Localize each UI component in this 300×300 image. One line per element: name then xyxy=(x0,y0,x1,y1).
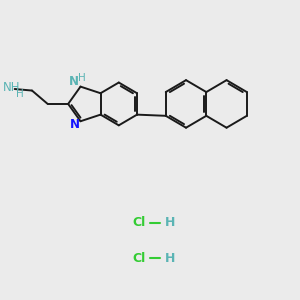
Text: H: H xyxy=(165,252,175,265)
Text: N: N xyxy=(69,75,79,88)
Text: NH: NH xyxy=(2,81,20,94)
Text: N: N xyxy=(70,118,80,131)
Text: H: H xyxy=(77,73,85,83)
Text: H: H xyxy=(16,89,24,99)
Text: H: H xyxy=(165,216,175,229)
Text: Cl: Cl xyxy=(133,216,146,229)
Text: Cl: Cl xyxy=(133,252,146,265)
